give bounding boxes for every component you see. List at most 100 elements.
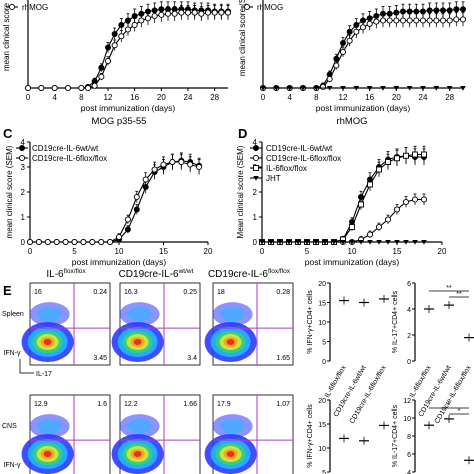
x-tick-label: 0 <box>26 93 31 102</box>
x-tick-label: 12 <box>104 93 113 102</box>
legend-label: CD19cre-IL-6wt/wt <box>266 144 333 153</box>
sig-marker: * <box>458 408 461 415</box>
data-point <box>331 240 337 245</box>
flow-column-header: CD19cre-IL-6flox/flox <box>208 268 291 280</box>
data-point <box>313 240 319 245</box>
legend-label: JHT <box>266 174 281 183</box>
x-tick-label: 16 <box>130 93 139 102</box>
data-point <box>402 198 410 206</box>
summary-y-tick-label: 20 <box>318 281 326 288</box>
legend-marker <box>243 3 251 11</box>
summary-y-label: % IL-17+CD4+ cells <box>392 290 399 353</box>
flow-density <box>43 339 52 346</box>
y-tick-label: 2 <box>21 188 26 197</box>
series-line <box>262 198 424 243</box>
flow-density <box>127 419 152 434</box>
data-point <box>433 86 440 91</box>
panel-letter-e: E <box>3 283 12 298</box>
data-point <box>411 196 419 203</box>
flow-column-header: IL-6flox/flox <box>46 268 86 280</box>
data-point <box>98 64 105 71</box>
sig-marker: * <box>448 402 451 409</box>
data-point <box>339 40 346 47</box>
quadrant-upper-left: 16 <box>34 289 42 296</box>
data-point <box>111 42 118 49</box>
data-point <box>98 73 105 80</box>
x-axis-label: post immunization (days) <box>81 103 176 113</box>
summary-group-label: CD19cre-IL-6flox/flox <box>434 364 473 425</box>
flow-row-label: CNS <box>2 423 17 430</box>
data-point <box>393 86 400 91</box>
data-point <box>78 84 85 92</box>
data-point <box>53 238 60 246</box>
x-axis-label: post immunization (days) <box>72 257 167 267</box>
data-point <box>44 238 51 246</box>
x-tick-label: 24 <box>184 93 193 102</box>
data-point <box>376 240 382 245</box>
quadrant-upper-right: 1.66 <box>183 401 197 408</box>
chart-title: MOG p35-55 <box>92 116 147 127</box>
summary-y-tick-label: 10 <box>318 320 326 327</box>
data-point <box>115 233 123 241</box>
y-tick-label: 1 <box>253 213 258 222</box>
data-point <box>138 17 145 24</box>
data-point <box>366 231 374 238</box>
data-point <box>286 240 292 245</box>
data-point <box>366 20 373 27</box>
data-point <box>394 155 400 162</box>
data-point <box>131 21 138 29</box>
data-point <box>421 240 427 245</box>
data-point <box>326 75 333 83</box>
summary-y-label: % IL-17+CD4+ cells <box>392 404 399 467</box>
panel-b: 0 4 8 12 16 20 24 28 post immunization (days) mea… <box>238 0 467 113</box>
x-tick-label: 8 <box>79 93 84 102</box>
data-point <box>71 238 78 246</box>
data-point <box>178 158 185 166</box>
data-point <box>184 9 192 16</box>
data-point <box>98 238 105 246</box>
data-point <box>51 84 58 92</box>
flow-density <box>220 307 245 322</box>
data-point <box>393 206 401 213</box>
data-point <box>403 240 409 245</box>
data-point <box>439 17 447 24</box>
panel-a: 0 4 8 12 16 20 24 28 post immunization (days) mea… <box>2 0 232 113</box>
data-point <box>419 8 426 15</box>
x-tick-label: 20 <box>157 93 166 102</box>
data-point <box>399 17 407 24</box>
flow-density <box>133 339 142 346</box>
x-tick-label: 16 <box>365 93 374 102</box>
data-point <box>151 12 158 20</box>
legend-marker <box>8 3 16 11</box>
quadrant-upper-right: 0.28 <box>276 289 290 296</box>
legend-marker <box>252 144 259 151</box>
summary-y-tick-label: 6 <box>407 452 411 459</box>
x-tick-label: 15 <box>159 247 168 256</box>
data-point <box>158 11 165 18</box>
data-point <box>118 21 125 28</box>
sig-marker: ** <box>456 291 462 298</box>
quadrant-lower-right: 3.4 <box>187 355 197 362</box>
quadrant-upper-right: 1.07 <box>276 401 290 408</box>
data-point <box>273 86 280 91</box>
data-point <box>459 16 467 23</box>
x-tick-label: 0 <box>261 93 266 102</box>
y-axis-label: mean clinical score (S <box>238 0 247 76</box>
quadrant-upper-right: 1.6 <box>97 401 107 408</box>
x-tick-label: 28 <box>210 93 219 102</box>
data-point <box>191 9 198 16</box>
y-tick-label: 3 <box>21 163 26 172</box>
x-tick-label: 10 <box>348 247 357 256</box>
summary-y-tick-label: 10 <box>318 446 326 453</box>
x-tick-label: 24 <box>419 93 428 102</box>
data-point <box>89 238 96 246</box>
summary-y-tick-label: 5 <box>322 340 326 347</box>
flow-column-header: CD19cre-IL-6wt/wt <box>119 268 194 280</box>
data-point <box>124 226 131 233</box>
summary-y-tick-label: 15 <box>318 301 326 308</box>
data-point <box>460 86 466 91</box>
x-tick-label: 15 <box>393 247 402 256</box>
data-point <box>295 240 301 245</box>
data-point <box>151 166 158 173</box>
quadrant-lower-right: 3.45 <box>93 355 107 362</box>
